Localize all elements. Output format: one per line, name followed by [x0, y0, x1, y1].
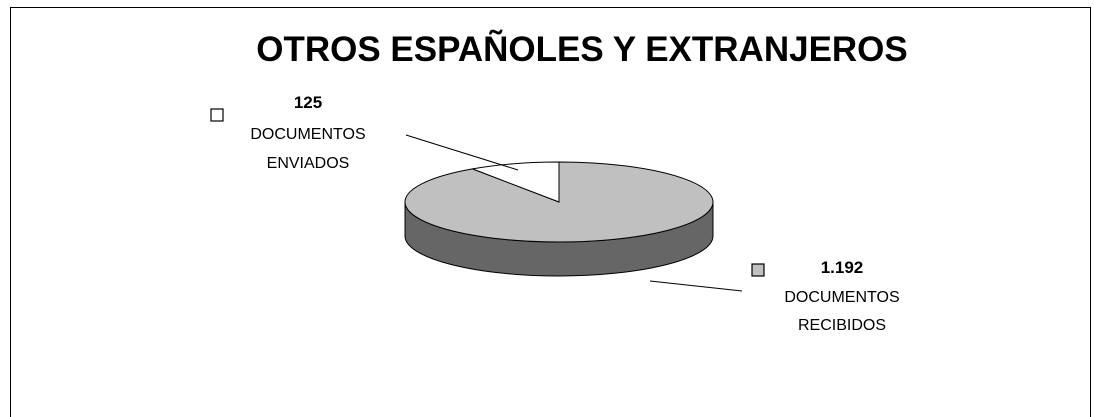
label-recibidos-line1: DOCUMENTOS — [784, 289, 899, 306]
label-enviados-line2: ENVIADOS — [267, 155, 350, 172]
label-enviados-line1: DOCUMENTOS — [250, 126, 365, 143]
chart-frame — [10, 7, 1091, 417]
pie-body — [404, 161, 714, 277]
value-label-enviados: 125 — [294, 93, 322, 112]
value-label-recibidos: 1.192 — [821, 258, 864, 277]
leader-line-enviados — [405, 134, 519, 171]
label-recibidos-line2: RECIBIDOS — [798, 317, 886, 334]
slice-enviados — [470, 161, 560, 203]
legend-key-enviados — [210, 108, 224, 122]
legend-key-recibidos — [751, 263, 765, 277]
chart-title: OTROS ESPAÑOLES Y EXTRANJEROS — [256, 30, 908, 69]
leader-line-recibidos — [649, 280, 743, 292]
